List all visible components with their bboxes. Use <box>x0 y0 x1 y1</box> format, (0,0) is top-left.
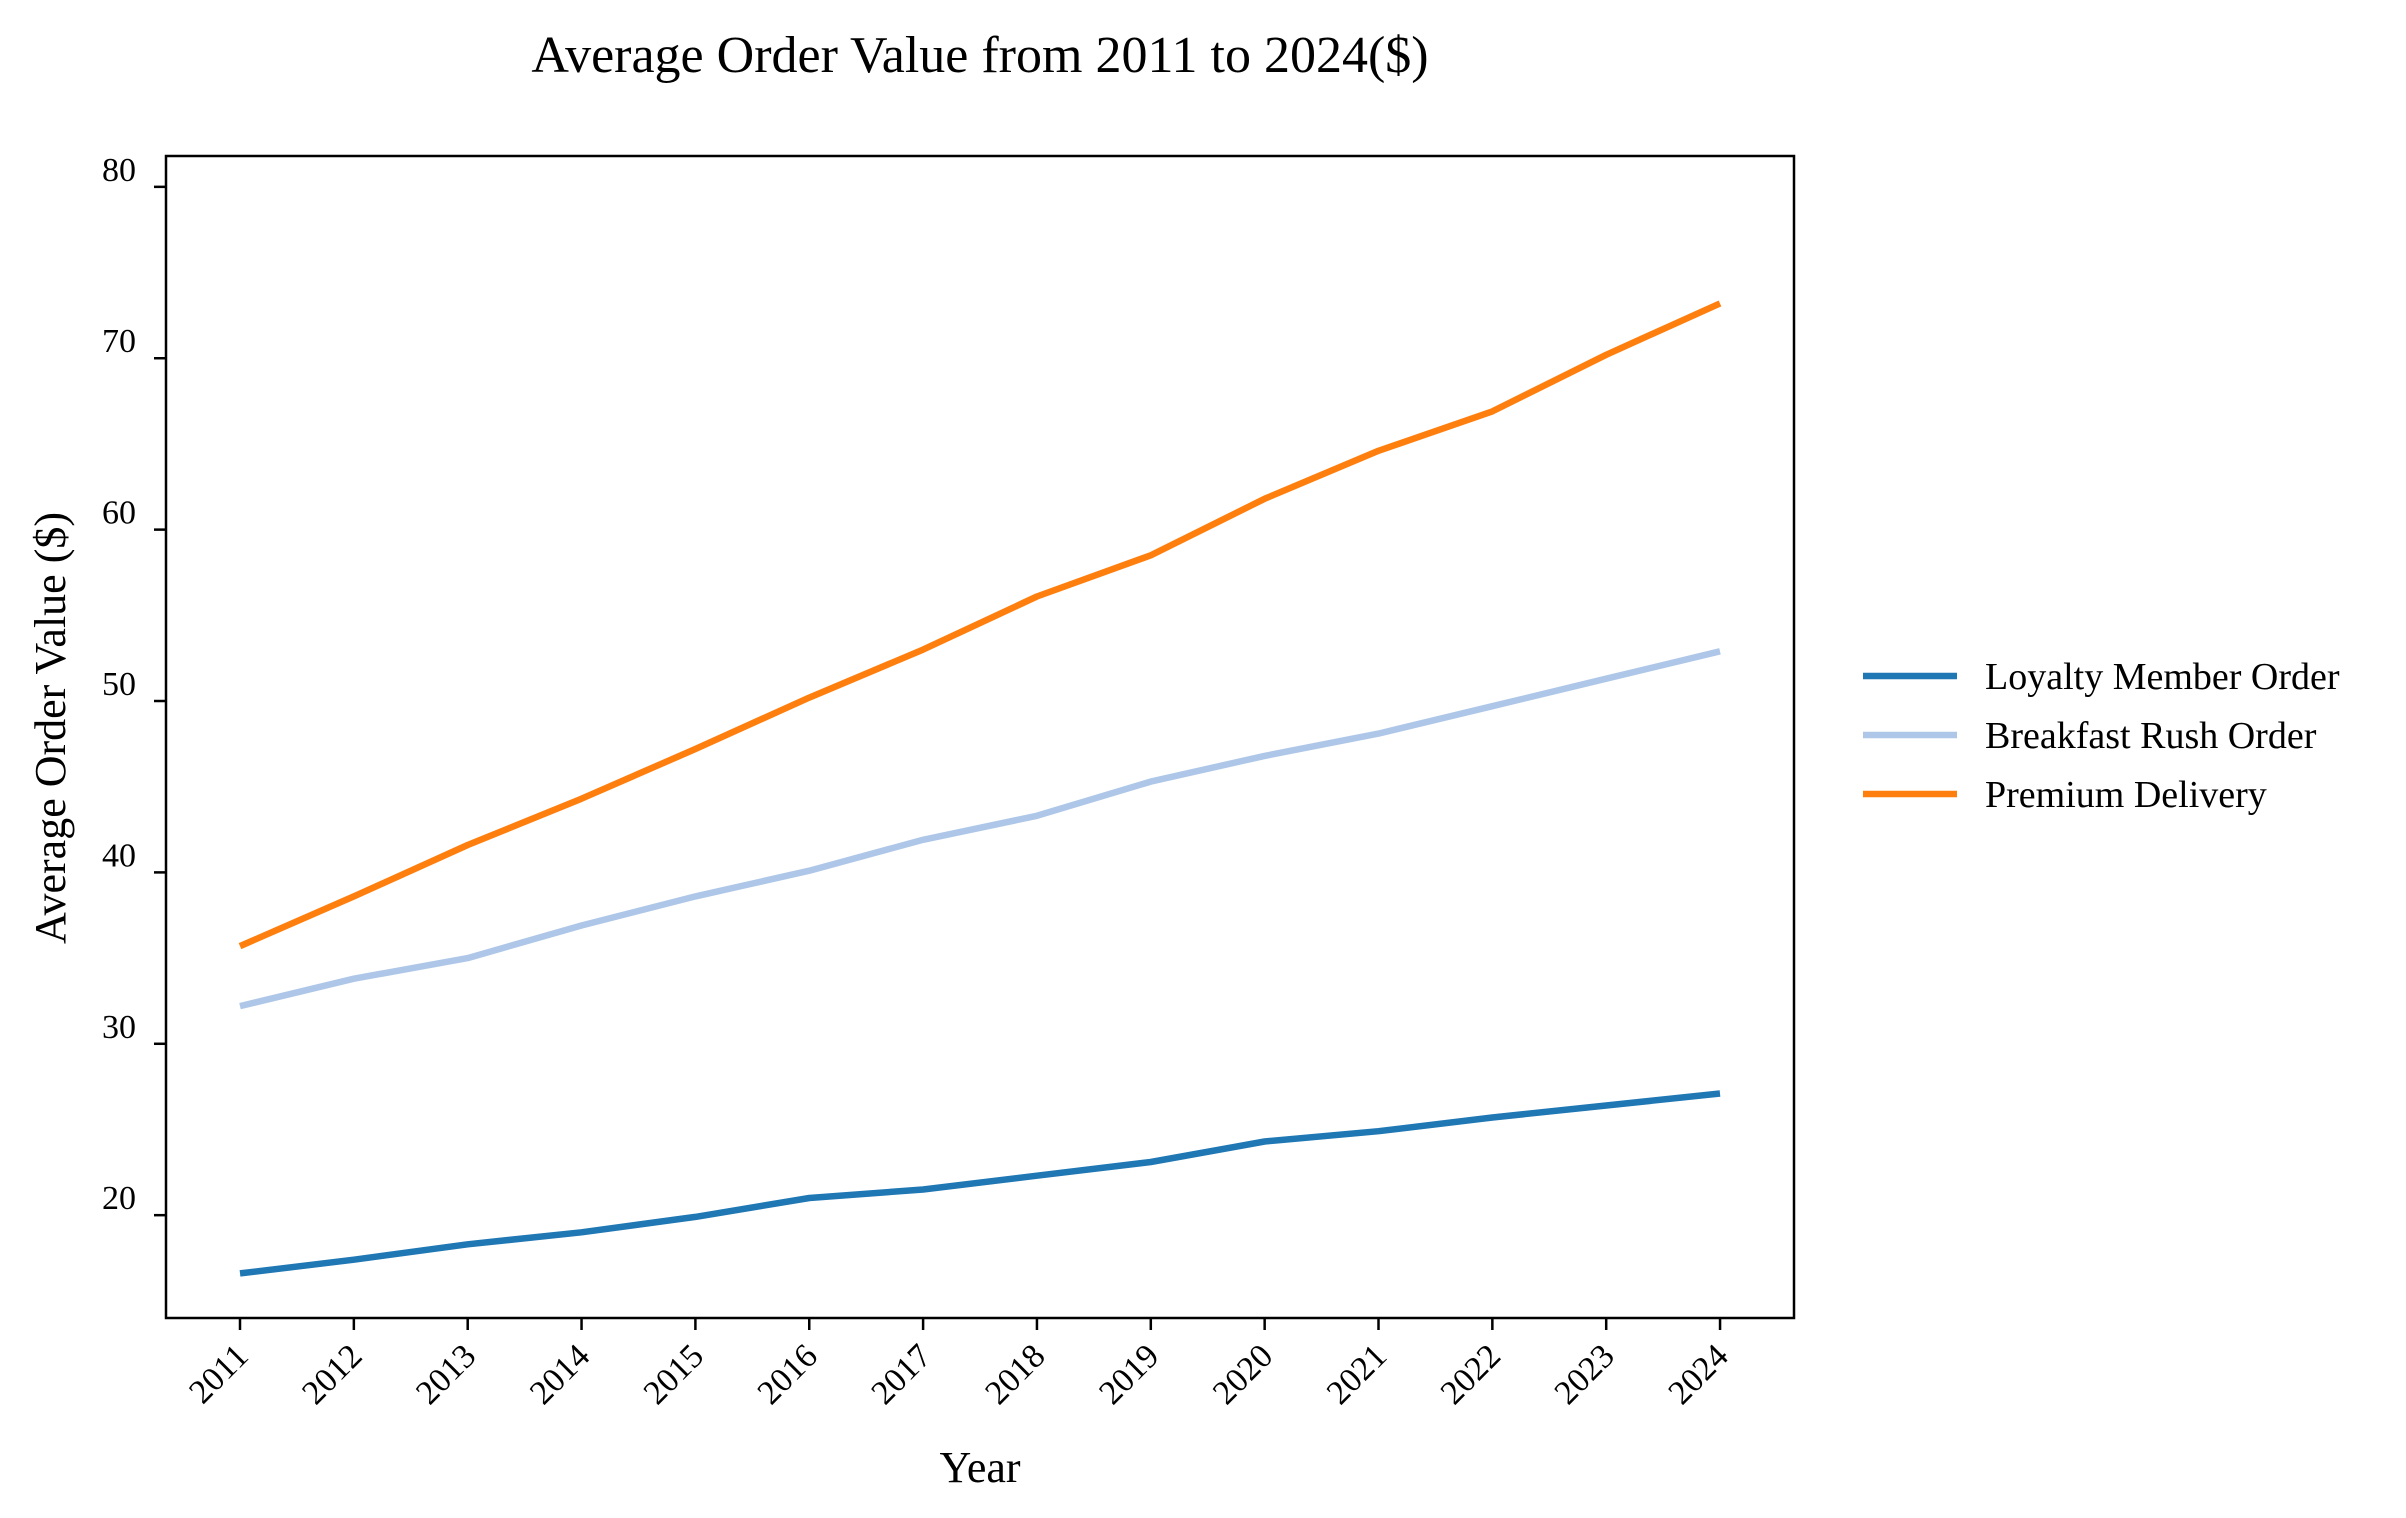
x-tick-label: 2015 <box>637 1337 711 1411</box>
x-tick-label: 2020 <box>1206 1337 1280 1411</box>
x-axis-title: Year <box>939 1443 1020 1492</box>
series-line-1 <box>239 648 1721 1010</box>
x-tick-label: 2014 <box>523 1337 597 1411</box>
x-tick-label: 2013 <box>409 1337 483 1411</box>
x-tick-label: 2017 <box>865 1337 939 1411</box>
y-tick-label: 40 <box>102 837 136 874</box>
y-tick-label: 30 <box>102 1009 136 1046</box>
x-tick-label: 2023 <box>1548 1337 1622 1411</box>
plot-frame <box>164 154 1796 1320</box>
chart-title: Average Order Value from 2011 to 2024($) <box>531 27 1428 84</box>
y-axis-title: Average Order Value ($) <box>26 512 75 944</box>
x-tick-label: 2022 <box>1434 1337 1508 1411</box>
legend: Loyalty Member Order Breakfast Rush Order… <box>1863 656 2340 816</box>
y-tick-label: 50 <box>102 666 136 703</box>
x-tick-label: 2021 <box>1320 1337 1394 1411</box>
x-tick-label: 2018 <box>978 1337 1052 1411</box>
legend-label-0: Loyalty Member Order <box>1985 656 2340 698</box>
x-tick-label: 2016 <box>751 1337 825 1411</box>
y-tick-label: 20 <box>102 1180 136 1217</box>
y-tick-label: 80 <box>102 152 136 189</box>
series-line-0 <box>239 1090 1721 1277</box>
x-tick-label: 2011 <box>182 1337 255 1410</box>
legend-label-1: Breakfast Rush Order <box>1985 715 2317 757</box>
legend-label-2: Premium Delivery <box>1985 774 2267 816</box>
y-tick-label: 70 <box>102 323 136 360</box>
y-tick-label: 60 <box>102 495 136 532</box>
x-tick-label: 2019 <box>1092 1337 1166 1411</box>
series-line-2 <box>238 300 1722 950</box>
plot-area: 20 30 40 50 60 70 80 2011 2012 2013 2014 2015 2016 20… <box>102 152 1796 1412</box>
x-tick-label: 2012 <box>295 1337 369 1411</box>
x-tick-label: 2024 <box>1661 1337 1735 1411</box>
